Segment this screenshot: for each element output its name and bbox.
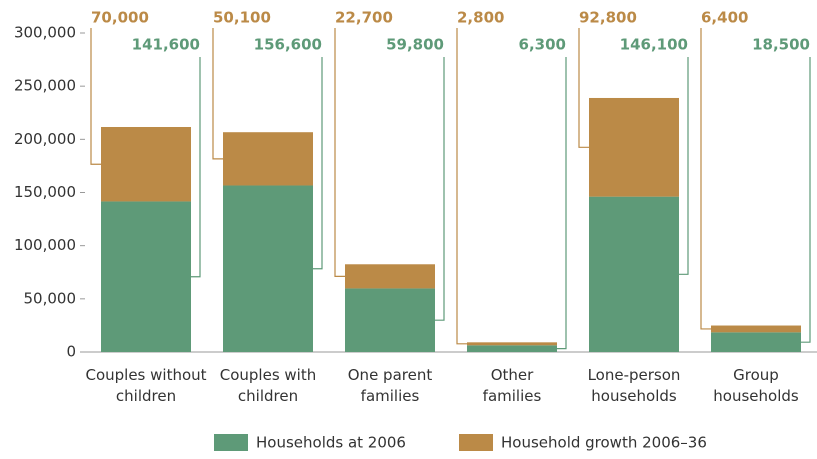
bar-segment [101, 201, 191, 352]
label-line: households [591, 387, 677, 405]
bar-segment [345, 264, 435, 289]
leader-line [578, 28, 589, 148]
y-tick-label: 300,000 [14, 24, 76, 42]
bar-segment [467, 345, 557, 352]
leader-line [334, 28, 345, 277]
value-label: 6,300 [519, 36, 566, 54]
value-label: 50,100 [213, 9, 271, 27]
value-label: 18,500 [752, 36, 810, 54]
value-label: 141,600 [132, 36, 200, 54]
x-tick-label: Couples without children [85, 366, 206, 405]
y-tick-label: 200,000 [14, 130, 76, 148]
leader-line [90, 28, 101, 165]
y-tick-label: 0 [66, 343, 76, 361]
legend-label: Households at 2006 [256, 434, 406, 452]
y-tick-label: 50,000 [24, 289, 77, 307]
label-line: children [116, 387, 176, 405]
value-label: 92,800 [579, 9, 637, 27]
bar-segment [223, 185, 313, 352]
x-tick-label: One parent families [348, 366, 433, 405]
value-label: 70,000 [91, 9, 149, 27]
value-label: 2,800 [457, 9, 504, 27]
x-tick-label: Couples with children [220, 366, 316, 405]
value-label: 146,100 [620, 36, 688, 54]
bar-segment [589, 97, 679, 197]
label-line: Group [733, 366, 779, 384]
leader-line [700, 28, 711, 330]
bar-segment [711, 332, 801, 352]
leader-line [212, 28, 223, 160]
leader-line [679, 57, 689, 275]
label-line: households [713, 387, 799, 405]
label-line: One parent [348, 366, 433, 384]
leader-line [456, 28, 467, 345]
leader-line [557, 57, 567, 350]
y-tick-label: 150,000 [14, 183, 76, 201]
y-tick-label: 250,000 [14, 77, 76, 95]
bar-segment [101, 126, 191, 202]
x-tick-label: Lone-person households [588, 366, 681, 405]
bar-segment [589, 196, 679, 352]
legend-swatch [459, 434, 493, 451]
value-label: 22,700 [335, 9, 393, 27]
leader-line [313, 57, 323, 270]
label-line: Other [491, 366, 534, 384]
label-line: Couples with [220, 366, 316, 384]
label-line: Couples without [85, 366, 206, 384]
bar-segment [711, 325, 801, 333]
label-line: families [483, 387, 542, 405]
bar-segment [223, 132, 313, 186]
label-line: Lone-person [588, 366, 681, 384]
legend-label: Household growth 2006–36 [501, 434, 707, 452]
value-label: 59,800 [386, 36, 444, 54]
x-tick-label: Group households [713, 366, 799, 405]
leader-line [191, 57, 201, 278]
bar-segment [345, 288, 435, 352]
value-label: 6,400 [701, 9, 748, 27]
x-tick-label: Other families [483, 366, 542, 405]
bar-segment [467, 342, 557, 346]
leader-line [801, 57, 811, 343]
label-line: children [238, 387, 298, 405]
y-tick-label: 100,000 [14, 236, 76, 254]
label-line: families [361, 387, 420, 405]
legend-swatch [214, 434, 248, 451]
value-label: 156,600 [254, 36, 322, 54]
leader-line [435, 57, 445, 321]
